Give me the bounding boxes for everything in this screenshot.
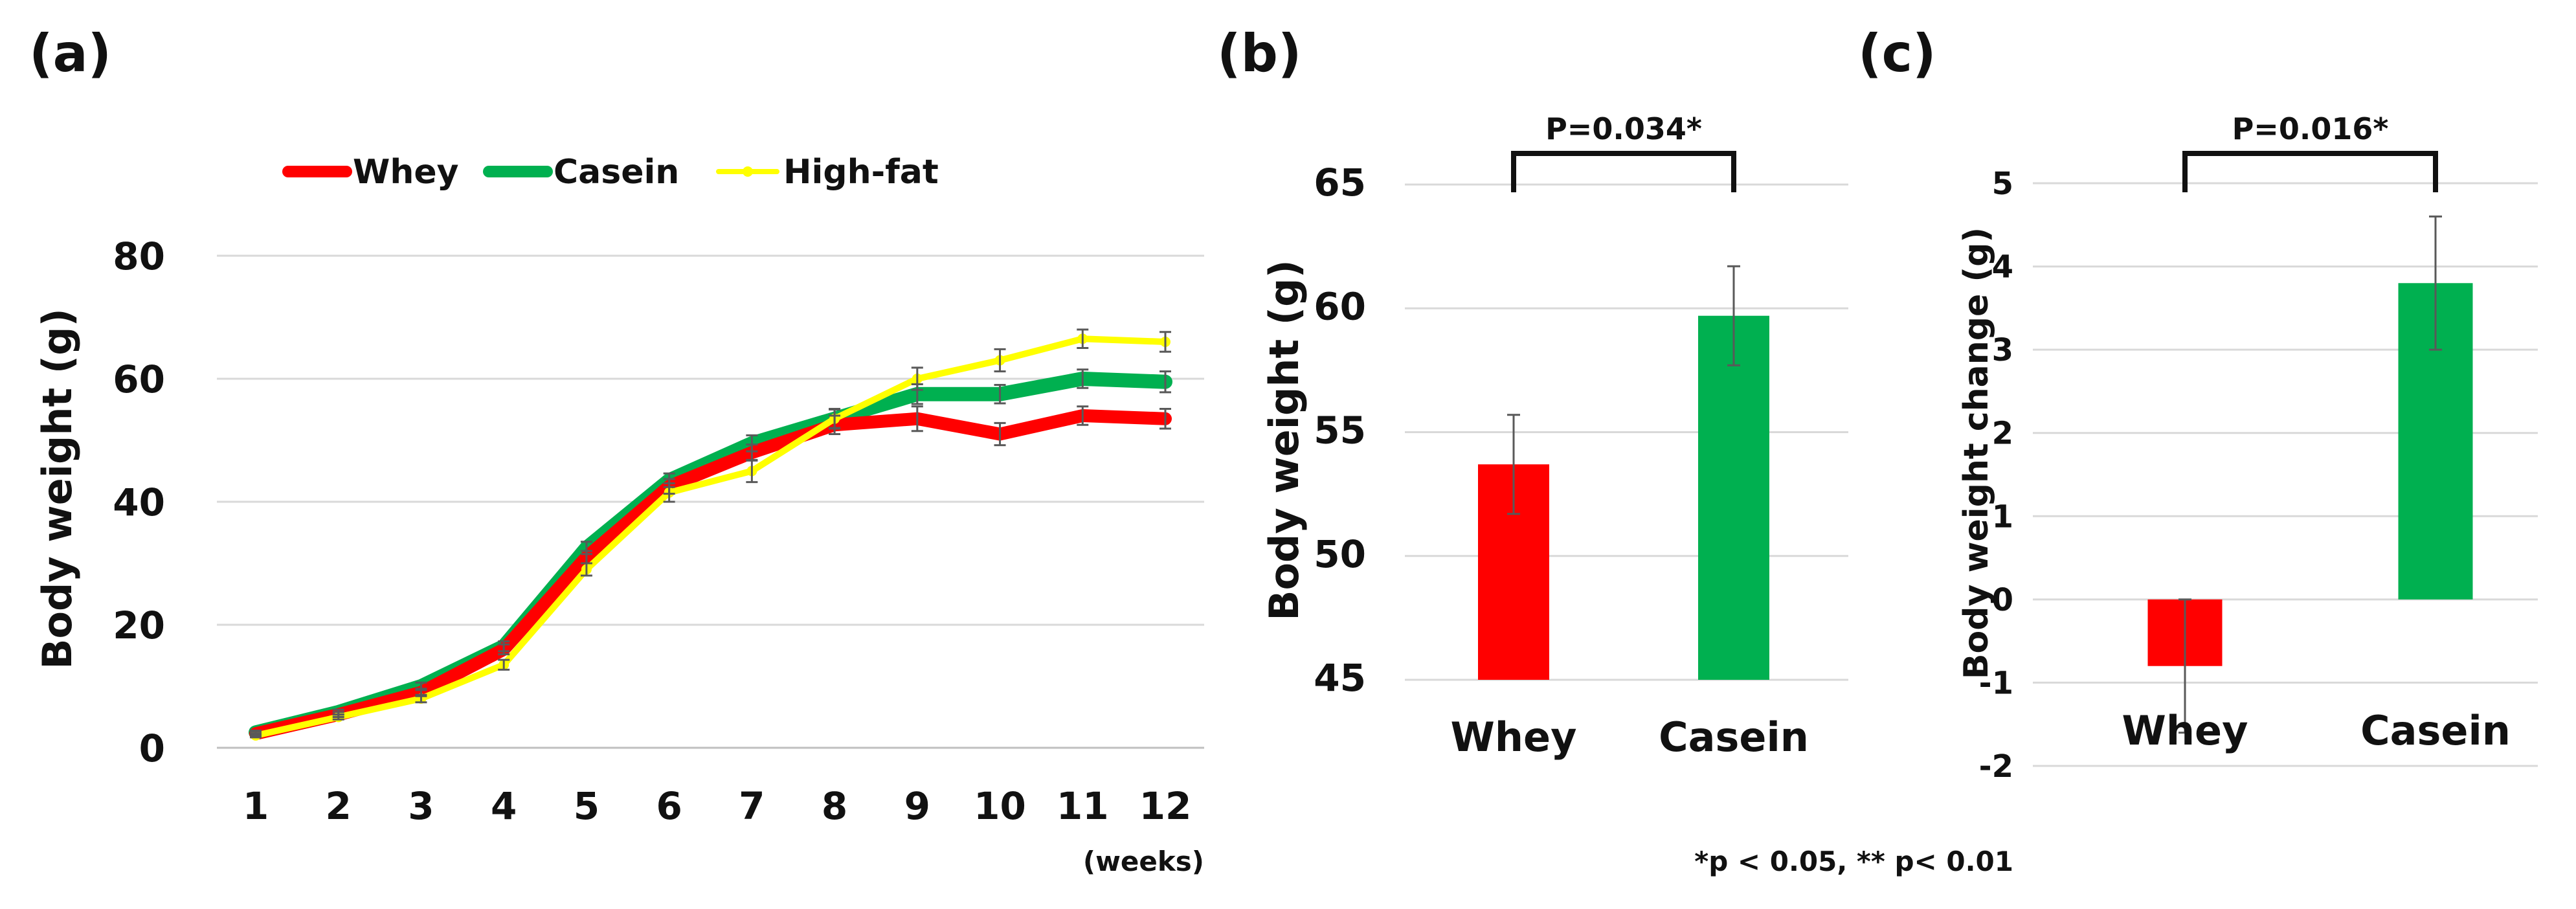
error-bar bbox=[746, 458, 758, 484]
error-bar bbox=[1159, 331, 1171, 353]
legend-marker bbox=[312, 166, 322, 177]
error-bar bbox=[2429, 215, 2442, 351]
x-tick-label: 9 bbox=[904, 784, 930, 828]
x-tick-label: 4 bbox=[491, 784, 517, 828]
significance-bracket bbox=[1511, 151, 1736, 192]
bar-chart-b: 45 50 55 60 65 Whey Casein P=0.034* Body weig… bbox=[1260, 111, 1848, 761]
error-bar bbox=[1159, 370, 1171, 394]
panel-label-a: (a) bbox=[29, 23, 111, 84]
error-bar bbox=[911, 366, 923, 391]
error-bar bbox=[2178, 598, 2191, 734]
x-tick-label: 11 bbox=[1057, 784, 1109, 828]
error-bar bbox=[994, 384, 1006, 405]
bar-chart-c: -2 -1 0 1 2 3 4 5 Whey Casein P=0.016* Body weig… bbox=[1957, 111, 2538, 785]
error-bar bbox=[829, 408, 841, 430]
error-bar bbox=[994, 348, 1006, 373]
series-line-high-fat bbox=[252, 335, 1169, 739]
error-bar bbox=[663, 482, 675, 503]
y-axis-label-b: Body weight (g) bbox=[1260, 260, 1308, 621]
x-tick-label: 7 bbox=[739, 784, 765, 828]
p-value-label: P=0.034* bbox=[1545, 111, 1702, 146]
y-tick-label: -1 bbox=[1979, 665, 2013, 701]
x-tick-label: 8 bbox=[822, 784, 847, 828]
x-tick-label: 12 bbox=[1139, 784, 1192, 828]
y-tick-label: 0 bbox=[139, 726, 165, 770]
y-tick-label: 4 bbox=[1992, 249, 2013, 286]
y-tick-label: 60 bbox=[1314, 284, 1366, 328]
category-label-whey: Whey bbox=[2122, 707, 2248, 754]
y-tick-label: 65 bbox=[1314, 161, 1366, 205]
y-tick-label: 1 bbox=[1992, 499, 2013, 535]
p-value-label: P=0.016* bbox=[2232, 111, 2389, 146]
category-label-whey: Whey bbox=[1451, 713, 1577, 761]
x-tick-label: 1 bbox=[243, 784, 269, 828]
panel-label-c: (c) bbox=[1858, 23, 1936, 84]
x-tick-label: 3 bbox=[408, 784, 434, 828]
error-bar bbox=[580, 562, 592, 577]
legend-label-casein: Casein bbox=[554, 153, 679, 192]
y-tick-label: 5 bbox=[1992, 166, 2013, 202]
error-bar bbox=[1159, 408, 1171, 430]
error-bar bbox=[1077, 328, 1089, 349]
error-bar bbox=[1077, 368, 1089, 389]
error-bar bbox=[911, 405, 923, 432]
footnote: *p < 0.05, ** p< 0.01 bbox=[1694, 846, 2013, 877]
error-bar bbox=[415, 693, 427, 704]
error-bar bbox=[994, 421, 1006, 447]
x-tick-label: 6 bbox=[656, 784, 682, 828]
legend-label-whey: Whey bbox=[353, 153, 459, 192]
y-axis-label-a: Body weight (g) bbox=[34, 308, 81, 669]
y-tick-label: 50 bbox=[1314, 532, 1366, 576]
bar-casein bbox=[1698, 315, 1769, 680]
x-tick-label: 10 bbox=[974, 784, 1026, 828]
x-tick-label: 2 bbox=[326, 784, 352, 828]
y-tick-label: 2 bbox=[1992, 416, 2013, 452]
y-tick-label: 60 bbox=[113, 357, 165, 401]
y-tick-label: 80 bbox=[113, 234, 165, 278]
error-bar bbox=[1507, 414, 1520, 515]
x-tick-label: 5 bbox=[574, 784, 599, 828]
error-bar bbox=[250, 732, 262, 739]
legend-marker bbox=[513, 166, 523, 177]
y-tick-label: 0 bbox=[1992, 582, 2013, 618]
error-bar bbox=[1727, 265, 1740, 366]
error-bar bbox=[1077, 405, 1089, 426]
legend-label-high-fat: High-fat bbox=[783, 153, 939, 192]
legend: Whey Casein High-fat bbox=[282, 153, 939, 192]
category-label-casein: Casein bbox=[1659, 713, 1809, 761]
error-bar bbox=[498, 658, 510, 671]
legend-marker bbox=[743, 166, 753, 177]
y-tick-label: -2 bbox=[1979, 748, 2013, 785]
y-tick-label: 40 bbox=[113, 480, 165, 524]
error-bar bbox=[332, 713, 344, 721]
category-label-casein: Casein bbox=[2360, 707, 2511, 754]
x-axis-unit-label: (weeks) bbox=[1083, 846, 1204, 877]
series-line-whey bbox=[249, 409, 1172, 741]
y-axis-label-c: Body weight change (g) bbox=[1957, 227, 1996, 679]
y-tick-label: 3 bbox=[1992, 332, 2013, 368]
y-tick-label: 55 bbox=[1314, 409, 1366, 453]
significance-bracket bbox=[2182, 151, 2438, 192]
error-bar bbox=[498, 643, 510, 656]
panel-label-b: (b) bbox=[1217, 23, 1301, 84]
y-tick-label: 45 bbox=[1314, 656, 1366, 700]
y-tick-label: 20 bbox=[113, 603, 165, 647]
